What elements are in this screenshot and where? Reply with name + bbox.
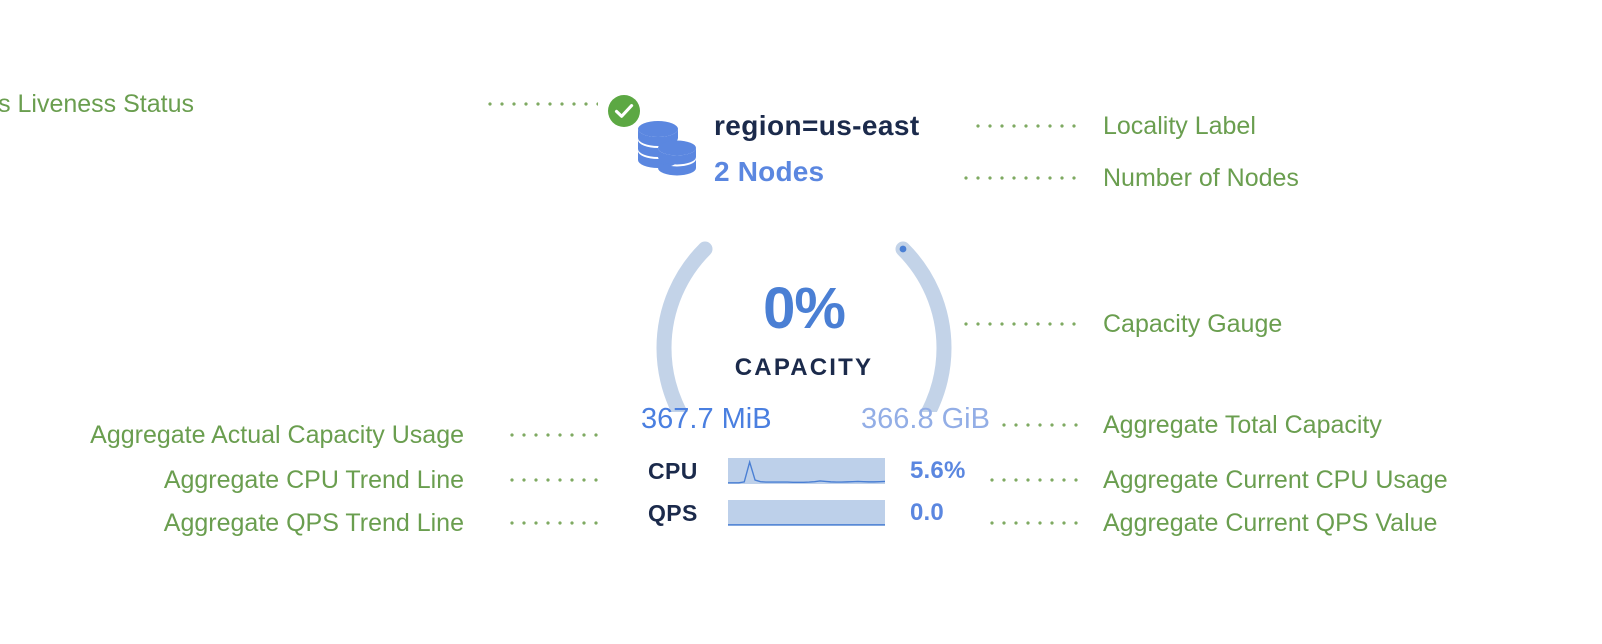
annotation-capacity-gauge: Capacity Gauge (1103, 309, 1282, 339)
leader-line-nodes-liveness-status (484, 102, 598, 106)
metric-value-cpu: 5.6% (910, 457, 966, 484)
annotation-label: Aggregate Current CPU Usage (1103, 466, 1448, 494)
node-count-value: 2 Nodes (714, 156, 825, 187)
database-stack-icon (638, 121, 696, 176)
annotation-aggregate-total-capacity: Aggregate Total Capacity (1103, 410, 1382, 440)
total-capacity-value: 366.8 GiB (861, 403, 990, 435)
metric-label-cpu: CPU (648, 458, 698, 484)
leader-line-number-of-nodes (960, 176, 1082, 180)
leader-line-aggregate-current-qps-value (986, 521, 1082, 525)
annotation-aggregate-current-cpu-usage: Aggregate Current CPU Usage (1103, 465, 1448, 495)
gauge-percent-value: 0% (763, 276, 846, 341)
leader-line-aggregate-current-cpu-usage (986, 478, 1082, 482)
annotation-label: Capacity Gauge (1103, 310, 1283, 338)
used-capacity-value: 367.7 MiB (641, 403, 772, 435)
check-circle-icon (608, 95, 640, 127)
locality-label-value: region=us-east (714, 110, 920, 141)
annotation-aggregate-qps-trend-line: Aggregate QPS Trend Line (164, 508, 464, 538)
leader-line-aggregate-cpu-trend-line (506, 478, 598, 482)
annotation-aggregate-cpu-trend-line: Aggregate CPU Trend Line (164, 465, 464, 495)
annotation-aggregate-current-qps-value: Aggregate Current QPS Value (1103, 508, 1437, 538)
annotation-label: Number of Nodes (1103, 164, 1299, 192)
leader-line-capacity-gauge (960, 322, 1082, 326)
annotation-nodes-liveness-status: Nodes Liveness Status (0, 89, 194, 119)
annotation-label: Nodes Liveness Status (0, 90, 194, 118)
annotation-label: Aggregate QPS Trend Line (163, 509, 464, 537)
annotation-label: Aggregate CPU Trend Line (163, 466, 464, 494)
qps-sparkline (728, 500, 885, 526)
gauge-track-arc (656, 241, 952, 412)
gauge-caption: CAPACITY (734, 354, 874, 381)
annotation-label: Aggregate Actual Capacity Usage (90, 421, 464, 449)
metric-value-qps: 0.0 (910, 499, 944, 526)
cpu-sparkline (728, 458, 885, 484)
metric-label-qps: QPS (648, 500, 698, 526)
gauge-value-marker (899, 245, 907, 253)
annotation-locality-label: Locality Label (1103, 111, 1256, 141)
leader-line-aggregate-actual-capacity-usage (506, 433, 598, 437)
capacity-gauge[interactable] (648, 200, 960, 412)
leader-line-locality-label (972, 124, 1082, 128)
annotation-label: Locality Label (1103, 112, 1256, 140)
annotation-label: Aggregate Current QPS Value (1103, 509, 1438, 537)
annotation-number-of-nodes: Number of Nodes (1103, 163, 1299, 193)
leader-line-aggregate-qps-trend-line (506, 521, 598, 525)
annotation-aggregate-actual-capacity-usage: Aggregate Actual Capacity Usage (90, 420, 464, 450)
annotation-label: Aggregate Total Capacity (1103, 411, 1382, 439)
leader-line-aggregate-total-capacity (998, 423, 1082, 427)
